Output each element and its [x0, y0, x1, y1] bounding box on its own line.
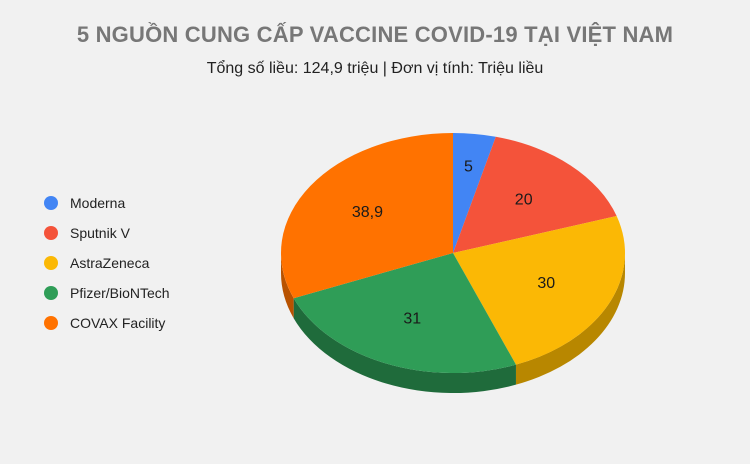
pie-label-astrazeneca: 30	[537, 275, 555, 292]
legend-label-pfizer-biontech: Pfizer/BioNTech	[70, 285, 170, 301]
pie-label-covax-facility: 38,9	[352, 204, 383, 221]
legend-swatch-moderna	[44, 196, 58, 210]
pie-side-pfizer-biontech	[293, 298, 516, 393]
legend-item-moderna: Moderna	[44, 188, 170, 218]
pie-label-moderna: 5	[464, 159, 473, 176]
pie-slice-covax-facility	[280, 133, 453, 299]
pie-slices	[280, 133, 625, 374]
legend-swatch-astrazeneca	[44, 256, 58, 270]
pie-slice-moderna	[453, 133, 496, 253]
legend-item-pfizer-biontech: Pfizer/BioNTech	[44, 278, 170, 308]
legend-item-sputnik-v: Sputnik V	[44, 218, 170, 248]
pie-slice-sputnik-v	[453, 136, 617, 253]
legend: Moderna Sputnik V AstraZeneca Pfizer/Bio…	[44, 188, 170, 338]
pie-side-astrazeneca	[515, 253, 625, 385]
legend-swatch-covax-facility	[44, 316, 58, 330]
legend-label-sputnik-v: Sputnik V	[70, 225, 130, 241]
chart-subtitle: Tổng số liều: 124,9 triệu | Đơn vị tính:…	[206, 60, 544, 77]
pie-label-sputnik-v: 20	[515, 192, 533, 209]
legend-swatch-sputnik-v	[44, 226, 58, 240]
chart-title: 5 NGUỒN CUNG CẤP VACCINE COVID-19 TẠI VI…	[76, 22, 674, 47]
legend-item-covax-facility: COVAX Facility	[44, 308, 170, 338]
pie-label-pfizer-biontech: 31	[403, 310, 421, 327]
legend-label-moderna: Moderna	[70, 195, 126, 211]
legend-label-covax-facility: COVAX Facility	[70, 315, 166, 331]
legend-item-astrazeneca: AstraZeneca	[44, 248, 170, 278]
pie-slice-astrazeneca	[453, 216, 625, 365]
legend-label-astrazeneca: AstraZeneca	[70, 255, 150, 271]
pie-sides	[281, 253, 625, 393]
legend-swatch-pfizer-biontech	[44, 286, 58, 300]
pie-slice-pfizer-biontech	[293, 253, 516, 374]
pie-labels: 5 20 30 31 38,9	[352, 159, 555, 328]
pie-side-covax-facility	[281, 253, 294, 319]
